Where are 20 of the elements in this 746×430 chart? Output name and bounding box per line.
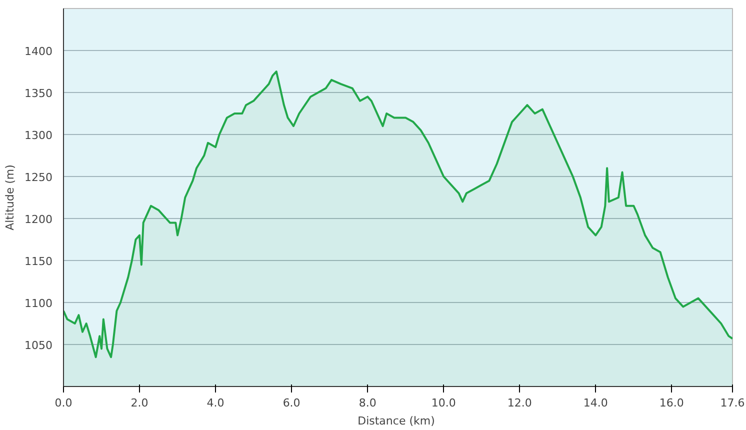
y-tick-label: 1050 (24, 339, 53, 352)
y-tick-label: 1250 (24, 171, 53, 184)
y-tick-label: 1300 (24, 129, 53, 142)
y-tick-label: 1200 (24, 213, 53, 226)
x-axis-title: Distance (km) (358, 414, 435, 428)
x-tick-label: 6.0 (282, 396, 300, 410)
y-tick-label: 1350 (24, 87, 53, 100)
x-tick-label: 8.0 (358, 396, 376, 410)
x-tick-label: 16.0 (659, 396, 684, 410)
x-tick-label: 12.0 (507, 396, 532, 410)
x-tick-label: 2.0 (130, 396, 148, 410)
x-tick-label: 4.0 (206, 396, 224, 410)
y-axis-title: Altitude (m) (4, 164, 17, 230)
y-tick-label: 1100 (24, 297, 53, 310)
y-tick-label: 1150 (24, 255, 53, 268)
y-tick-label: 1400 (24, 45, 53, 58)
x-tick-label: 10.0 (431, 396, 456, 410)
x-tick-label: 17.6 (720, 396, 745, 410)
x-tick-label: 14.0 (583, 396, 608, 410)
x-tick-label: 0.0 (54, 396, 72, 410)
